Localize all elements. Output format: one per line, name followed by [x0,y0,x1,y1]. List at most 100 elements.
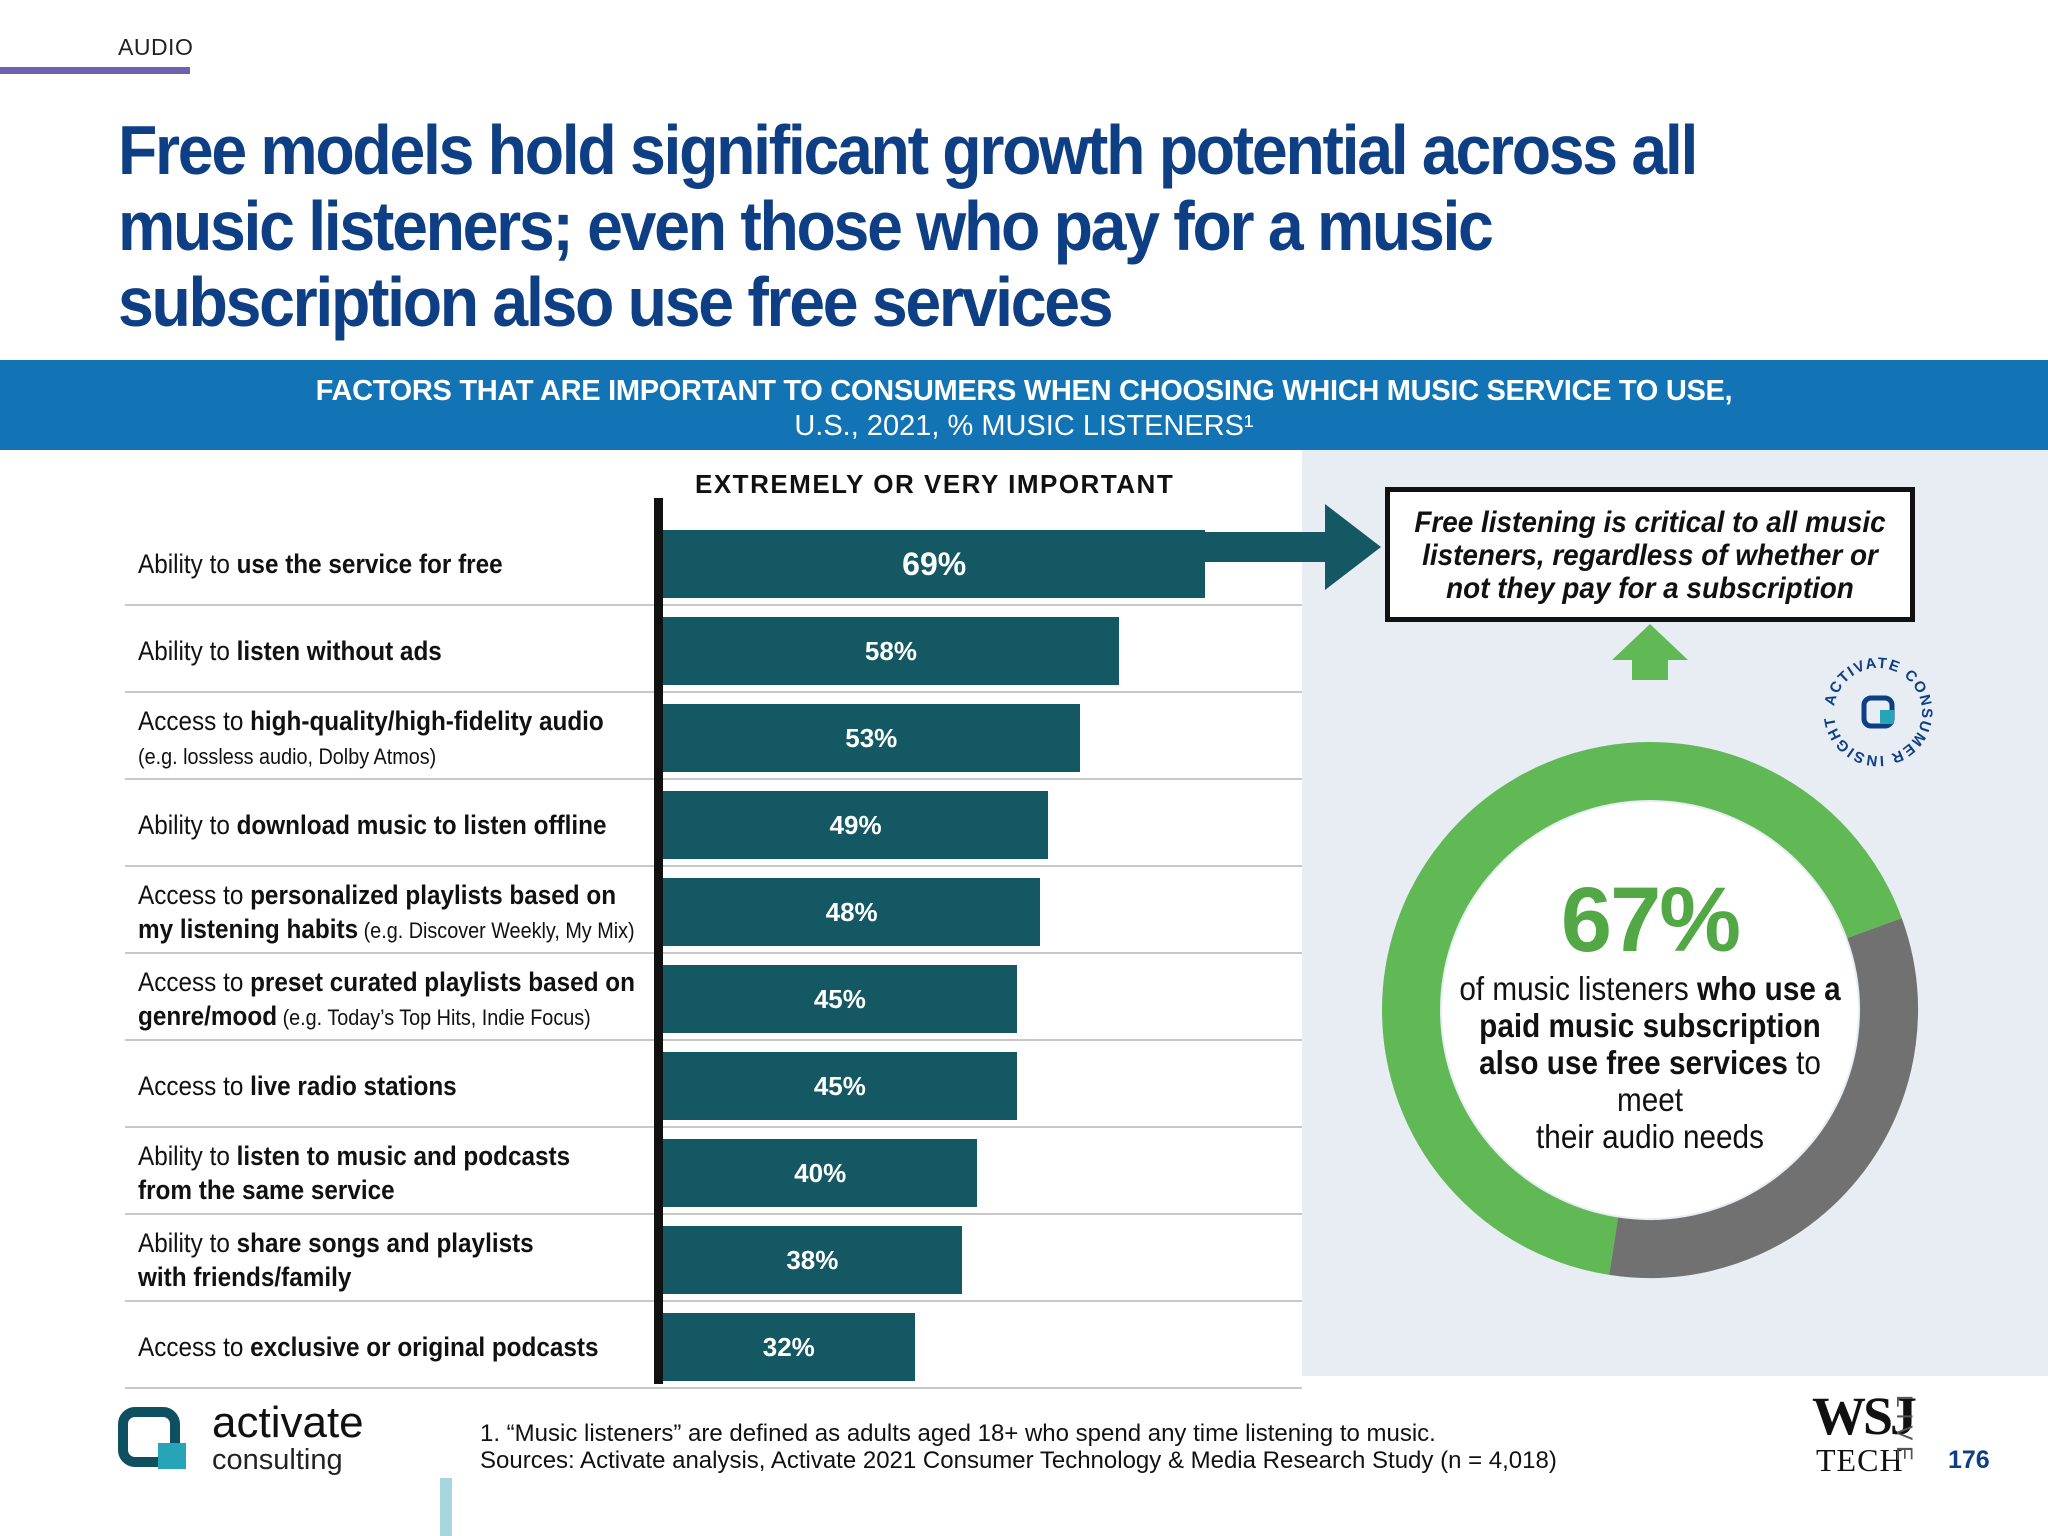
page-number: 176 [1948,1446,1990,1474]
row-label-part: Ability to [138,635,237,666]
donut-text-part: of music listeners [1459,970,1689,1007]
callout-line-3: not they pay for a subscription [1446,572,1854,605]
row-separator [125,778,1302,780]
bar [663,616,1119,685]
banner-line-2: U.S., 2021, % MUSIC LISTENERS¹ [794,410,1254,442]
axis-line [654,498,663,1384]
bar-value-label: 53% [845,722,898,753]
row-label: Access to preset curated playlists based… [138,965,635,1035]
donut-text-bold: also use free services [1479,1044,1788,1081]
donut-description: of music listeners who use a paid music … [1452,970,1848,1155]
row-label-part: listen without ads [236,635,442,666]
donut-slice-free [1382,742,1902,1275]
row-label-part: with friends/family [138,1261,352,1292]
row-label: Ability to share songs and playlists with… [138,1226,606,1294]
bar-value-label: 45% [813,1070,866,1101]
up-arrow-icon [1612,624,1688,680]
footnote: 1. “Music listeners” are defined as adul… [480,1420,1557,1474]
row-label: Ability to listen without ads [138,634,606,668]
chart-banner: FACTORS THAT ARE IMPORTANT TO CONSUMERS … [0,360,2048,450]
row-label-part: Ability to [138,1140,237,1171]
donut-text-part: to meet [1616,1044,1821,1118]
row-label: Ability to use the service for free [138,547,606,581]
row-separator [125,604,1302,606]
donut-chart [1382,742,1918,1278]
row-separator [125,1213,1302,1215]
row-label-part: Access to [138,1331,251,1362]
banner-line-1: FACTORS THAT ARE IMPORTANT TO CONSUMERS … [315,375,1733,407]
donut-text-bold: who use a [1697,970,1841,1007]
activate-logo-icon [118,1407,186,1469]
row-label-part: Access to [138,705,251,736]
donut-big-percent: 67% [1560,869,1741,971]
row-label-part: Access to [138,966,251,997]
row-label-part: Ability to [138,809,237,840]
footnote-definition: 1. “Music listeners” are defined as adul… [480,1420,1436,1447]
wsj-tech-label: TECH [1816,1442,1904,1478]
consumer-insight-badge: ACTIVATE CONSUMER INSIGHT [1821,655,1934,770]
donut-slice-other [1609,918,1918,1278]
bar [663,1051,1017,1120]
bar-value-label: 40% [794,1157,847,1188]
bar [663,877,1041,946]
row-label-part: my listening habits [138,913,359,944]
bar-value-label: 69% [902,545,967,582]
donut-center: 67% of music listeners who use a paid mu… [1430,870,1870,1155]
page-title: Free models hold significant growth pote… [118,111,1698,341]
footer-accent-bar [440,1478,452,1536]
row-label-part: genre/mood [138,1000,278,1031]
bar-value-label: 49% [829,809,882,840]
row-label-part: from the same service [138,1174,395,1205]
row-label-part: download music to listen offline [236,809,607,840]
bar [663,790,1049,859]
row-label-part: use the service for free [236,548,503,579]
donut-text-part: their audio needs [1536,1118,1764,1155]
row-label-part: (e.g. Discover Weekly, My Mix) [358,917,635,943]
callout-line-2: listeners, regardless of whether or [1422,539,1878,572]
row-separator [125,1126,1302,1128]
bar [663,1312,915,1381]
row-label-part: Ability to [138,1227,237,1258]
right-arrow-icon [1203,504,1381,590]
bar-value-label: 38% [786,1244,839,1275]
bar [663,1138,978,1207]
row-label-part: Access to [138,879,251,910]
section-rule [0,67,190,74]
bar [663,529,1206,598]
row-label-part: live radio stations [250,1070,457,1101]
row-label-part: preset curated playlists based on [250,966,635,997]
column-header: EXTREMELY OR VERY IMPORTANT [695,469,1175,499]
wsj-logo: WSJ [1812,1386,1917,1446]
wsj-live-text: LIVE [1891,1395,1917,1467]
row-separator [125,1300,1302,1302]
footnote-sources: Sources: Activate analysis, Activate 202… [480,1447,1557,1474]
logo-name: activate [212,1398,364,1447]
wsj-live-label: LIVE [1880,1388,1920,1468]
row-label-part: Ability to [138,548,237,579]
donut-text-bold: paid music subscription [1479,1007,1821,1044]
callout-line-1: Free listening is critical to all music [1414,506,1886,539]
callout-box: Free listening is critical to all music … [1385,487,1915,622]
donut-hole [1442,802,1858,1218]
bar [663,1225,962,1294]
row-separator [125,1387,1302,1389]
row-separator [125,865,1302,867]
row-label: Access to personalized playlists based o… [138,878,635,948]
bar-value-label: 45% [813,983,866,1014]
row-label: Ability to download music to listen offl… [138,808,607,842]
bar-value-label: 32% [762,1331,815,1362]
row-separator [125,1039,1302,1041]
row-label-part: (e.g. Today’s Top Hits, Indie Focus) [277,1004,591,1030]
row-separator [125,691,1302,693]
row-label: Ability to listen to music and podcasts f… [138,1139,606,1207]
row-label: Access to exclusive or original podcasts [138,1330,606,1364]
row-separator [125,952,1302,954]
row-label-part: high-quality/high-fidelity audio [250,705,604,736]
row-label-part: Access to [138,1070,251,1101]
row-label-part: personalized playlists based on [250,879,617,910]
row-label-part: (e.g. lossless audio, Dolby Atmos) [138,743,437,769]
bar [663,703,1080,772]
logo-subtitle: consulting [212,1444,343,1476]
section-label: AUDIO [118,34,194,60]
row-label-part: share songs and playlists [236,1227,534,1258]
